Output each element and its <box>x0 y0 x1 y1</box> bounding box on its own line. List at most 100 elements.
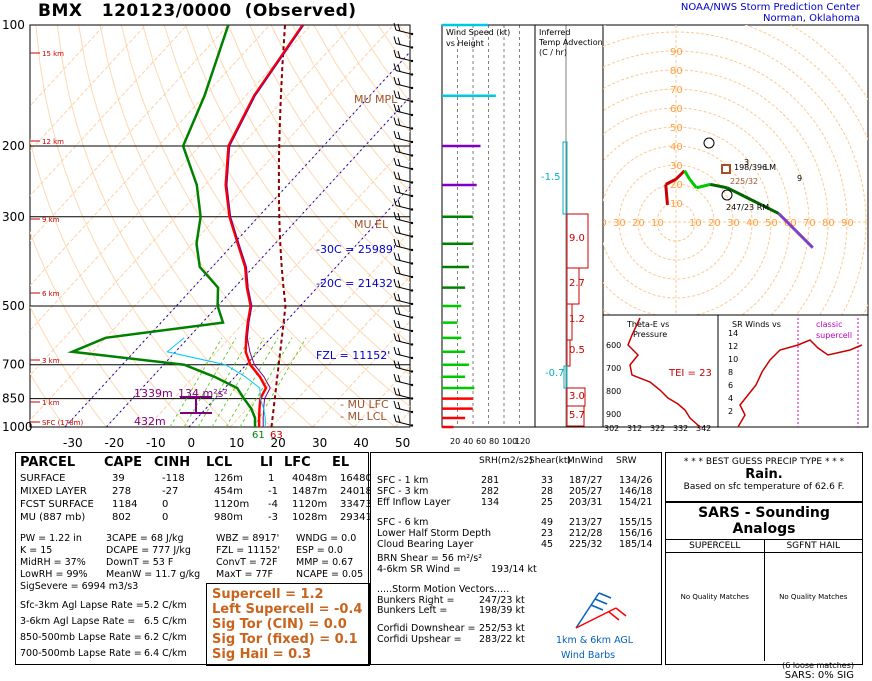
barb-flag <box>393 319 397 328</box>
minus20c-label: -20C = 21432' <box>316 277 396 290</box>
barb-flag <box>397 388 401 396</box>
barbs-label-1: 1km & 6km AGL <box>556 635 634 646</box>
barb-dot <box>410 356 414 360</box>
pressure-label: 500 <box>2 299 25 313</box>
temp-axis-label: 20 <box>271 436 286 450</box>
parcel-cell: 1184 <box>112 499 138 510</box>
wind-barb <box>393 36 414 49</box>
barb-shaft <box>395 286 413 291</box>
barb-dot <box>410 100 414 103</box>
wind-barb <box>393 130 414 144</box>
hodo-pt-label: 6 <box>762 163 767 172</box>
barb-shaft <box>395 340 413 345</box>
srwind-htick: 6 <box>728 381 733 390</box>
thermo-cell: MeanW = 11.7 g/kg <box>106 569 201 580</box>
brn-shear: BRN Shear = 56 m²/s² <box>377 553 482 564</box>
parcel-cell: 16480' <box>340 473 375 484</box>
barb-shaft <box>395 232 413 237</box>
barb-flag <box>397 266 401 275</box>
wind-barb <box>393 198 414 211</box>
shear-cell: Cloud Bearing Layer <box>377 539 474 550</box>
sars-supercell-value: No Quality Matches <box>680 593 749 601</box>
dry-adiabat <box>292 25 410 193</box>
sr-wind-panel: SR Winds vs classic supercell 14 12 10 8 6 4 2 <box>717 314 869 428</box>
hodo-ring-label: 20 <box>708 218 721 229</box>
barb-dot <box>410 343 414 346</box>
barb-dot <box>410 397 414 400</box>
dry-adiabat <box>163 25 410 376</box>
barb-flag <box>397 131 401 140</box>
isotherm <box>30 25 312 332</box>
hodo-ring-label: 50 <box>670 123 683 134</box>
thermo-cell: MaxT = 77F <box>216 569 273 580</box>
dry-adiabat <box>270 25 410 223</box>
wind-barb <box>393 171 414 184</box>
hodo-mean-marker <box>721 164 731 174</box>
motion-label: Corfidi Downshear = <box>377 623 476 634</box>
wind-barb <box>393 90 414 103</box>
barb-flag <box>397 320 401 329</box>
barb-flag <box>393 117 397 125</box>
isotherm <box>271 275 410 427</box>
barb-dot <box>410 275 414 279</box>
lapse-label: Sfc-3km Agl Lapse Rate = <box>20 600 144 611</box>
barb-flag <box>393 157 397 166</box>
wind-barb <box>393 49 414 63</box>
hodo-ring-label: 70 <box>803 218 816 229</box>
barb-shaft <box>395 191 413 197</box>
shear-cell: SFC - 6 km <box>377 517 429 528</box>
barb-flag <box>397 145 401 153</box>
srwind-title: SR Winds vs <box>732 320 781 329</box>
hodo-ring-label: 30 <box>613 218 626 229</box>
barb-flag <box>397 361 401 369</box>
temp-axis-label: 10 <box>229 436 244 450</box>
shear-cell: 281 <box>481 475 500 486</box>
shear-cell: 187/27 <box>569 475 603 486</box>
mixing-ratio <box>239 337 293 427</box>
barb-shaft <box>395 407 413 413</box>
sigsevere: SigSevere = 6994 m3/s3 <box>20 581 139 592</box>
shear-cell: SFC - 1 km <box>377 475 429 486</box>
ta-title-2: Temp Advection <box>538 38 603 47</box>
parcel-cell: 1487m <box>292 486 328 497</box>
hodo-segment <box>674 169 686 181</box>
hodo-ring-label: 10 <box>670 199 683 210</box>
skewt-frame <box>29 24 411 428</box>
barb-flag <box>393 400 397 409</box>
barb-dot <box>410 248 414 252</box>
barb-dot <box>410 383 414 387</box>
barb-flag <box>393 238 397 247</box>
key-isotherm <box>64 51 410 427</box>
barb-dot <box>410 86 414 90</box>
barb-shaft <box>395 43 413 48</box>
wind-barb <box>393 238 414 252</box>
barb-flag <box>397 199 401 207</box>
ta-bar <box>566 339 571 367</box>
wind-barb <box>393 414 414 427</box>
barb-flag <box>615 607 627 617</box>
height-label: 6 km <box>42 290 60 298</box>
barb-dot <box>410 262 414 265</box>
height-label: 9 km <box>42 216 60 224</box>
barb-flag <box>397 239 401 248</box>
ml-lcl-label: - ML LCL <box>340 410 387 423</box>
barb-flag <box>393 211 397 220</box>
mixing-ratio <box>183 337 237 427</box>
org-line-1: NOAA/NWS Storm Prediction Center <box>680 2 860 13</box>
height-label: 3 km <box>42 357 60 365</box>
barb-flag <box>393 63 397 71</box>
barb-dot <box>410 235 414 238</box>
hodo-segment <box>665 177 677 186</box>
shear-cell: 49 <box>541 517 554 528</box>
wb-63-label: 63 <box>270 430 283 441</box>
hodo-segment <box>664 184 669 206</box>
barb-dot <box>410 46 414 49</box>
barb-flag <box>397 172 401 180</box>
parcel-cell: 980m <box>214 512 243 523</box>
hodo-ring-label: 40 <box>670 142 683 153</box>
thermo-cell: WBZ = 8917' <box>216 533 280 544</box>
dry-adiabat <box>227 25 410 284</box>
org-line-2: Norman, Oklahoma <box>763 13 860 24</box>
station-id: BMX <box>38 1 83 21</box>
